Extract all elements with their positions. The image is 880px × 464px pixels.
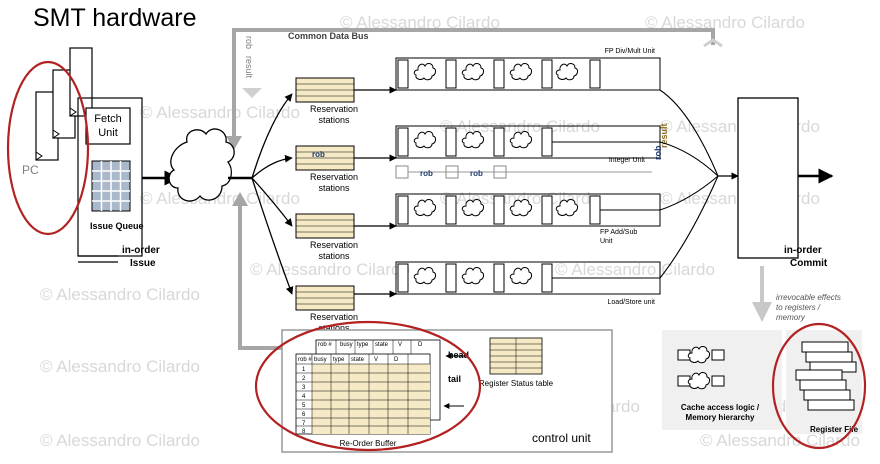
rob-row-num: 4 bbox=[302, 394, 306, 400]
in-order-issue-2: Issue bbox=[130, 258, 156, 269]
rs-label-1: Reservation bbox=[310, 240, 358, 250]
fetch-unit-box bbox=[85, 107, 131, 145]
rob-row-num: 3 bbox=[302, 385, 306, 391]
unit-fp-divmult: Reservation stations FP Div/Mult Unit bbox=[295, 48, 719, 177]
watermark: © Alessandro Cilardo bbox=[555, 260, 715, 279]
in-order-issue-1: in-order bbox=[122, 245, 160, 256]
rob-bg-header: D bbox=[418, 342, 423, 348]
cache-label-2: Memory hierarchy bbox=[686, 413, 755, 422]
register-status-table-label: Register Status table bbox=[479, 379, 554, 388]
in-order-commit-1: in-order bbox=[784, 245, 822, 256]
fetch-unit-label-2: Unit bbox=[98, 127, 118, 139]
integer-unit-label: Integer Unit bbox=[609, 157, 645, 164]
watermark: © Alessandro Cilardo bbox=[250, 260, 410, 279]
rob-row-num: 6 bbox=[302, 412, 306, 418]
pc-label: PC bbox=[22, 163, 39, 177]
register-file-highlight bbox=[771, 322, 867, 450]
rob-row-num: 1 bbox=[302, 367, 306, 373]
irrevocable-2: to registers / bbox=[776, 303, 821, 312]
rob-header-robnum: rob # bbox=[298, 357, 312, 363]
fp-divmult-label: FP Div/Mult Unit bbox=[605, 48, 655, 55]
load-store-label: Load/Store unit bbox=[608, 299, 656, 306]
rs-label-1: Reservation bbox=[310, 104, 358, 114]
issue-queue-label: Issue Queue bbox=[90, 221, 144, 231]
rs-label-2: stations bbox=[318, 115, 350, 125]
cdb-label: Common Data Bus bbox=[288, 31, 369, 41]
tail-pointer-label: tail bbox=[448, 374, 461, 384]
integer-result-label: result bbox=[659, 123, 669, 148]
unit-fp-addsub: Reservation stations FP Add/Sub Unit bbox=[295, 175, 719, 261]
watermark: © Alessandro Cilardo bbox=[140, 103, 300, 122]
rob-tag: rob bbox=[420, 169, 433, 178]
rob-header-d: D bbox=[394, 357, 399, 363]
rs-label-2: stations bbox=[318, 183, 350, 193]
rob-header-busy: busy bbox=[314, 357, 327, 363]
rob-bg-header: busy bbox=[340, 342, 353, 348]
irrevocable-3: memory bbox=[776, 313, 806, 322]
rob-row-num: 2 bbox=[302, 376, 306, 382]
commit-stage: in-order Commit irrevocable effects to r… bbox=[718, 97, 841, 322]
memory-section: Cache access logic / Memory hierarchy Re… bbox=[662, 322, 867, 450]
rob-header-type: type bbox=[333, 357, 345, 363]
rs-label-1: Reservation bbox=[310, 312, 358, 322]
cache-label-1: Cache access logic / bbox=[681, 403, 760, 412]
watermark: © Alessandro Cilardo bbox=[40, 357, 200, 376]
rob-row-num: 5 bbox=[302, 403, 306, 409]
rob-caption: Re-Order Buffer bbox=[340, 439, 397, 448]
watermark: © Alessandro Cilardo bbox=[40, 285, 200, 304]
rob-tag: rob bbox=[470, 169, 483, 178]
rob-bg-header: V bbox=[398, 342, 402, 348]
control-unit: control unit rob # busy type state V D r… bbox=[254, 320, 613, 453]
rob-header-state: state bbox=[351, 357, 365, 363]
rob-bg-header: rob # bbox=[318, 342, 332, 348]
watermark: © Alessandro Cilardo bbox=[645, 13, 805, 32]
watermark: © Alessandro Cilardo bbox=[700, 431, 860, 450]
watermark: © Alessandro Cilardo bbox=[40, 431, 200, 450]
bus-rob-label: rob bbox=[244, 36, 254, 49]
irrevocable-1: irrevocable effects bbox=[776, 293, 841, 302]
dispatch-network bbox=[168, 93, 294, 295]
fp-addsub-label-2: Unit bbox=[600, 238, 613, 245]
rs-label-2: stations bbox=[318, 251, 350, 261]
fetch-unit-label-1: Fetch bbox=[94, 113, 122, 125]
rob-bg-header: type bbox=[357, 342, 369, 348]
issue-queue-grid bbox=[91, 160, 131, 212]
rob-header-v: V bbox=[374, 357, 378, 363]
unit-integer: rob Reservation stations Integer Unit ro… bbox=[295, 123, 719, 193]
commit-box bbox=[737, 97, 799, 259]
rob-highlight-ellipse bbox=[254, 320, 482, 452]
bus-result-label: result bbox=[244, 56, 254, 79]
rob-row-num: 8 bbox=[302, 429, 306, 435]
pc-highlight-ellipse bbox=[6, 60, 90, 236]
in-order-commit-2: Commit bbox=[790, 258, 828, 269]
page-title: SMT hardware bbox=[33, 4, 197, 32]
head-pointer-label: head bbox=[448, 350, 469, 360]
rob-row-num: 7 bbox=[302, 421, 306, 427]
rs-label-1: Reservation bbox=[310, 172, 358, 182]
integer-rob-label: rob bbox=[653, 145, 663, 160]
rob-bg-header: state bbox=[375, 342, 389, 348]
rs-rob-tag: rob bbox=[312, 150, 325, 159]
register-file-label: Register File bbox=[810, 425, 859, 434]
rs-label-2: stations bbox=[318, 323, 350, 333]
front-end: Fetch Unit Issue Queue in-order Issue PC bbox=[6, 47, 180, 269]
common-data-bus: Common Data Bus rob result bbox=[226, 28, 723, 355]
unit-load-store: Reservation stations Load/Store unit bbox=[295, 175, 719, 333]
rob-shift-row: rob rob rob result bbox=[395, 123, 669, 179]
control-unit-label: control unit bbox=[532, 431, 591, 445]
watermark: © Alessandro Cilardo bbox=[340, 13, 500, 32]
fp-addsub-label-1: FP Add/Sub bbox=[600, 229, 637, 236]
